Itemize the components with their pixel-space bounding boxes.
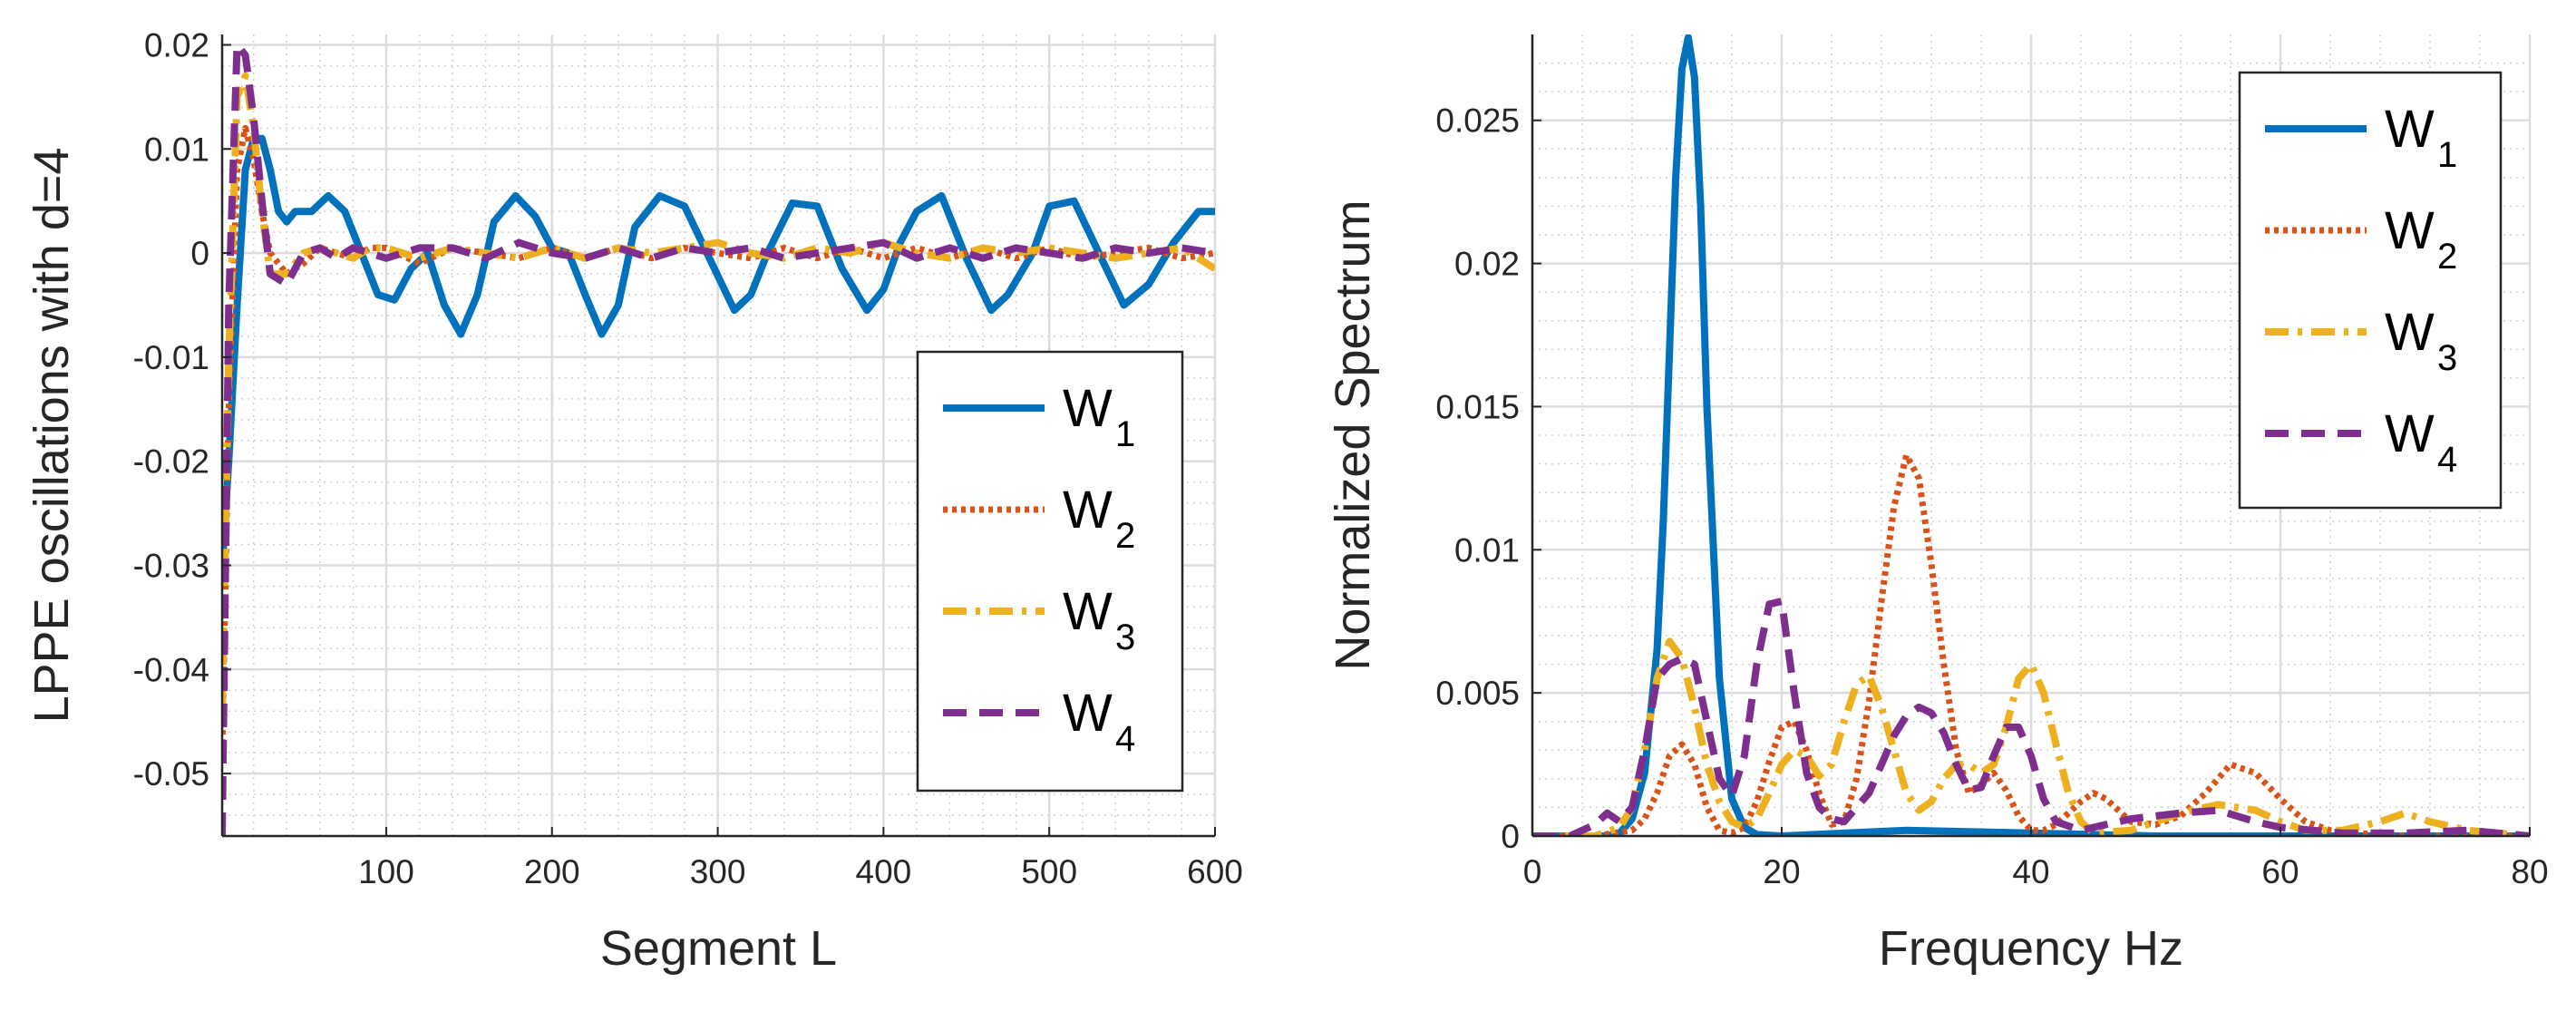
series-line-w4: [1532, 598, 2530, 836]
legend-subscript-w3: 3: [2437, 338, 2457, 378]
legend-subscript-w1: 1: [1115, 414, 1135, 454]
y-tick-label: 0.02: [1454, 246, 1520, 283]
y-axis-label: Normalized Spectrum: [1326, 199, 1380, 670]
x-tick-label: 100: [358, 853, 414, 890]
legend-subscript-w2: 2: [2437, 237, 2457, 277]
series-line-w2: [1532, 452, 2530, 836]
legend-subscript-w1: 1: [2437, 135, 2457, 175]
legend: W 1W 2W 3W 4: [916, 350, 1184, 792]
x-tick-label: 60: [2261, 853, 2299, 890]
x-tick-label: 400: [856, 853, 912, 890]
y-tick-label: -0.03: [133, 548, 209, 585]
y-tick-label: 0.02: [144, 26, 209, 63]
x-tick-label: 80: [2511, 853, 2548, 890]
y-tick-label: 0.005: [1435, 675, 1520, 712]
x-tick-label: 40: [2012, 853, 2049, 890]
y-tick-label: -0.04: [133, 651, 209, 688]
x-axis-label: Frequency Hz: [1879, 921, 2183, 976]
y-tick-label: 0.01: [1454, 531, 1520, 569]
series-group: [222, 41, 1215, 836]
x-tick-label: 600: [1187, 853, 1243, 890]
y-tick-label: 0: [190, 235, 209, 272]
x-tick-label: 0: [1523, 853, 1542, 890]
x-tick-label: 500: [1021, 853, 1077, 890]
legend-box: [2238, 71, 2503, 510]
y-tick-label: -0.02: [133, 443, 209, 481]
left-panel: 100 200 300 400 500 600 0.02 0.01 0 -0.01 -0.02 -0.…: [24, 26, 1243, 976]
legend-label-w3: W: [2385, 303, 2435, 362]
y-axis-label: LPPE oscillations with d=4: [24, 148, 79, 724]
x-axis-label: Segment L: [600, 921, 837, 976]
legend: W 1W 2W 3W 4: [2238, 71, 2503, 510]
y-tick-label: 0.015: [1435, 388, 1520, 425]
x-tick-label: 300: [690, 853, 746, 890]
legend-label-w4: W: [2385, 404, 2435, 463]
legend-label-w4: W: [1063, 684, 1113, 743]
legend-subscript-w4: 4: [2437, 440, 2457, 480]
legend-label-w2: W: [1063, 481, 1113, 540]
legend-subscript-w4: 4: [1115, 719, 1135, 759]
legend-subscript-w2: 2: [1115, 516, 1135, 556]
x-tick-label: 200: [524, 853, 580, 890]
series-line-w2: [222, 124, 1215, 754]
y-tick-label: -0.05: [133, 755, 209, 792]
right-panel: 0 20 40 60 80 0 0.005 0.01 0.015 0.02 0.025 Frequen…: [1326, 34, 2549, 976]
legend-subscript-w3: 3: [1115, 617, 1135, 657]
legend-box: [916, 350, 1184, 792]
y-tick-label: -0.01: [133, 339, 209, 376]
legend-label-w1: W: [1063, 379, 1113, 438]
series-line-w4: [222, 41, 1215, 836]
y-tick-label: 0: [1501, 818, 1520, 855]
series-line-w1: [222, 134, 1215, 566]
legend-label-w2: W: [2385, 201, 2435, 260]
legend-label-w3: W: [1063, 582, 1113, 641]
legend-label-w1: W: [2385, 100, 2435, 159]
series-line-w3: [1532, 637, 2530, 836]
x-tick-label: 20: [1763, 853, 1800, 890]
y-tick-label: 0.025: [1435, 102, 1520, 140]
y-tick-label: 0.01: [144, 131, 209, 168]
